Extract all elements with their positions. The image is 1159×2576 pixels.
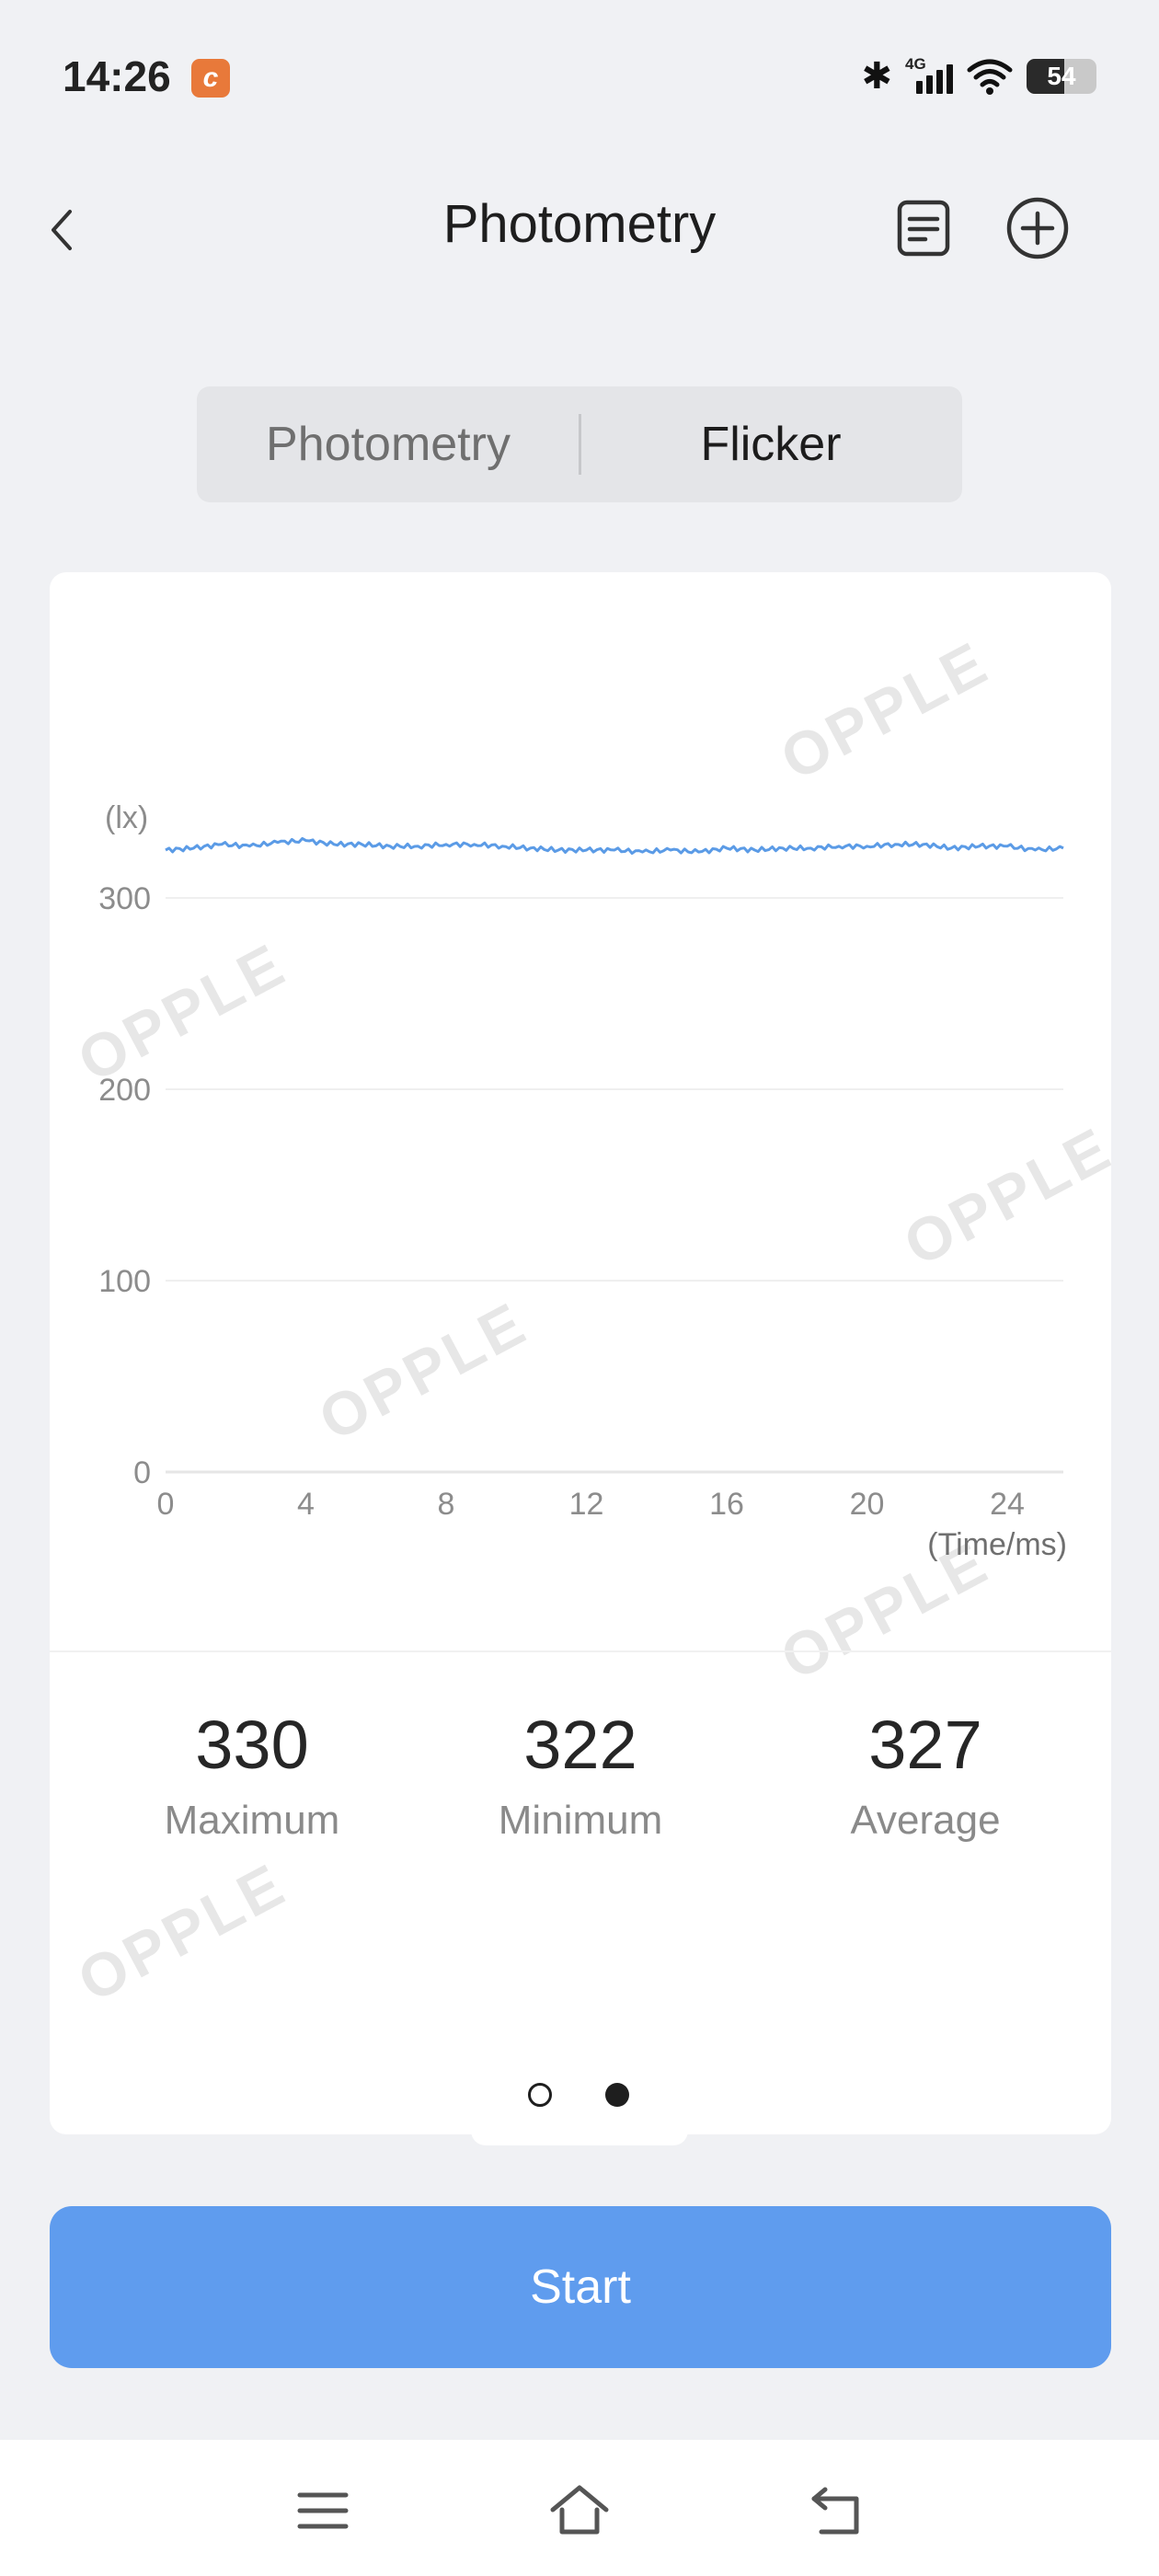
y-tick-label: 100 <box>98 1264 151 1299</box>
battery-level: 54 <box>1047 62 1076 90</box>
page-title: Photometry <box>442 194 717 254</box>
y-tick-label: 0 <box>133 1455 151 1490</box>
signal-icon: 4G <box>905 55 953 98</box>
x-axis-label: (Time/ms) <box>927 1527 1067 1562</box>
wifi-icon <box>967 59 1013 95</box>
mode-tabs: Photometry Flicker <box>197 386 962 502</box>
app-header: Photometry <box>0 166 1159 294</box>
stats-divider <box>50 1650 1111 1652</box>
flicker-chart: 0 100 200 300 0 4 8 12 16 20 24 (lx) (Time/ms) <box>98 800 1067 1562</box>
page-dot-2[interactable] <box>605 2083 629 2107</box>
series-line <box>165 836 1064 856</box>
x-tick-label: 4 <box>297 1487 315 1522</box>
start-button[interactable]: Start <box>50 2206 1111 2368</box>
stat-minimum: 322 Minimum <box>415 1711 746 1844</box>
y-axis-label: (lx) <box>105 800 148 835</box>
stat-value: 327 <box>868 1707 982 1783</box>
battery-icon: 54 <box>1027 59 1096 94</box>
x-tick-label: 16 <box>709 1487 744 1522</box>
status-time: 14:26 <box>63 52 171 100</box>
menu-icon[interactable] <box>291 2478 355 2543</box>
document-icon[interactable] <box>890 195 957 261</box>
y-tick-label: 200 <box>98 1073 151 1108</box>
bluetooth-icon: ✱ <box>861 56 892 97</box>
x-tick-label: 8 <box>438 1487 455 1522</box>
x-tick-label: 0 <box>157 1487 175 1522</box>
page-dot-1[interactable] <box>528 2083 552 2107</box>
tab-photometry[interactable]: Photometry <box>266 418 511 471</box>
flicker-card: OPPLE OPPLE OPPLE OPPLE OPPLE OPPLE 0 100… <box>50 572 1111 2134</box>
watermark: OPPLE <box>66 1849 297 2015</box>
stat-label: Average <box>850 1798 1001 1843</box>
stat-label: Minimum <box>498 1798 663 1843</box>
stat-value: 330 <box>195 1707 309 1783</box>
x-tick-label: 20 <box>850 1487 885 1522</box>
x-tick-label: 12 <box>569 1487 604 1522</box>
stat-label: Maximum <box>164 1798 340 1843</box>
y-tick-label: 300 <box>98 881 151 916</box>
status-bar: 14:26 c ✱ 4G 54 <box>0 0 1159 156</box>
card-notch <box>471 2116 688 2145</box>
stat-average: 327 Average <box>760 1711 1091 1844</box>
tab-flicker[interactable]: Flicker <box>700 418 842 471</box>
app-badge-icon: c <box>191 59 230 98</box>
back-nav-icon[interactable] <box>805 2478 869 2543</box>
tab-divider <box>579 414 581 475</box>
back-icon[interactable] <box>37 202 92 258</box>
home-icon[interactable] <box>547 2478 612 2543</box>
system-icons: ✱ 4G 54 <box>861 53 1096 99</box>
page-indicator <box>50 2083 1111 2114</box>
network-type-label: 4G <box>905 55 926 73</box>
add-circle-icon[interactable] <box>1004 195 1071 261</box>
system-nav-bar <box>0 2440 1159 2576</box>
stat-value: 322 <box>523 1707 637 1783</box>
stat-maximum: 330 Maximum <box>86 1711 418 1844</box>
x-tick-label: 24 <box>990 1487 1025 1522</box>
